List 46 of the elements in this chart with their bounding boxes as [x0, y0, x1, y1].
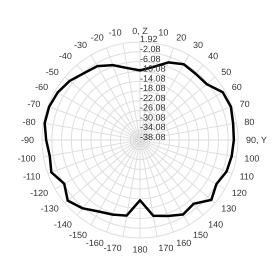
spoke-label: -10 — [108, 28, 122, 38]
spoke-label: 160 — [176, 238, 192, 248]
spoke-label: -170 — [104, 242, 122, 253]
y-tick-label: -26.08 — [140, 102, 166, 113]
y-tick-label: -38.08 — [140, 132, 166, 142]
spoke-label: -140 — [54, 220, 72, 230]
spoke-label: 60 — [232, 82, 242, 92]
spoke-label: -150 — [68, 230, 87, 240]
spoke-label: -40 — [58, 50, 72, 61]
spoke-label: 0, Z — [132, 26, 148, 36]
y-tick-label: -22.08 — [140, 92, 166, 103]
spoke-label: 40 — [208, 50, 218, 61]
y-tick-label: -18.08 — [140, 83, 166, 94]
spoke-label: 70 — [240, 98, 250, 109]
spoke-label: 110 — [240, 171, 254, 182]
spoke-label: 90, Y — [246, 135, 267, 146]
spoke-label: -100 — [18, 154, 36, 164]
y-tick-label: -14.08 — [140, 73, 166, 84]
spoke-label: 10 — [158, 28, 168, 38]
spoke-label: 20 — [176, 32, 186, 42]
y-tick-label: -34.08 — [140, 122, 166, 132]
y-tick-label: -30.08 — [140, 112, 166, 122]
spoke-label: -90 — [20, 135, 34, 146]
spoke-label: 170 — [158, 242, 174, 253]
spoke-label: -30 — [74, 40, 87, 50]
spoke-label: 80 — [244, 116, 254, 127]
spoke-label: 140 — [208, 220, 224, 230]
spoke-label: 50 — [221, 67, 232, 78]
y-tick-label: -2.08 — [140, 44, 161, 54]
spoke-label: 120 — [232, 188, 247, 198]
spoke-label: -50 — [46, 67, 59, 78]
spoke-label: -160 — [86, 238, 104, 248]
spoke-label: -80 — [22, 116, 36, 127]
spoke-label: -70 — [27, 98, 40, 109]
spoke-label: 30 — [193, 40, 204, 50]
spoke-label: -60 — [35, 82, 48, 92]
y-tick-label: 1.92 — [140, 34, 158, 44]
spoke-label: -130 — [40, 203, 59, 214]
spoke-label: 100 — [244, 154, 260, 164]
spoke-label: 130 — [221, 203, 236, 214]
spoke-label: -20 — [90, 32, 104, 42]
spoke-label: 150 — [193, 230, 208, 240]
y-tick-label: -6.08 — [140, 54, 161, 64]
spoke-label: -110 — [23, 171, 40, 182]
spoke-label: -120 — [30, 188, 48, 198]
spoke-label: 180 — [132, 244, 148, 254]
